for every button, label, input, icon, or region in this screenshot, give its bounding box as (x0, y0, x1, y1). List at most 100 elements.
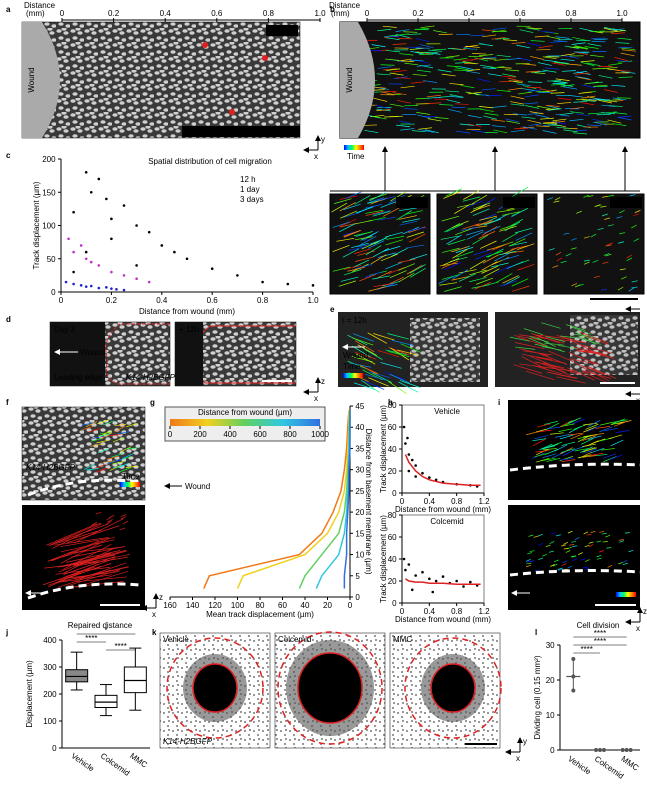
marked-cell (262, 55, 268, 61)
y-tick-label: 150 (42, 188, 56, 197)
track (60, 539, 115, 553)
track (587, 112, 603, 115)
track (370, 254, 387, 265)
track (554, 444, 568, 452)
time-label: t = 12h (342, 316, 367, 325)
track (369, 192, 386, 202)
track (570, 541, 577, 543)
track (548, 371, 578, 379)
outline (277, 631, 383, 745)
track (496, 54, 511, 58)
track (506, 261, 524, 269)
track (389, 103, 404, 107)
track (561, 544, 567, 547)
track (397, 258, 416, 264)
track (446, 234, 462, 245)
track (542, 69, 557, 73)
track (361, 241, 379, 250)
track (555, 78, 570, 81)
track (631, 280, 638, 283)
track (387, 333, 409, 340)
track (535, 335, 565, 344)
track (587, 195, 594, 198)
track (479, 106, 494, 109)
track (608, 62, 623, 66)
x-tick-label: 0.8 (451, 497, 463, 506)
track (508, 238, 526, 247)
track (481, 261, 498, 271)
track (583, 448, 597, 454)
x-tick-label: 140 (186, 601, 200, 610)
y-axis-title: Track displacement (µm) (379, 515, 388, 603)
track (529, 111, 544, 115)
colorbar-tick-label: 200 (193, 430, 207, 439)
track (580, 437, 594, 445)
track (439, 104, 454, 106)
track (91, 435, 104, 440)
y-tick-label: 0 (392, 489, 397, 498)
track (608, 105, 623, 107)
track (582, 447, 596, 453)
track (117, 462, 130, 469)
track (403, 31, 418, 33)
track (106, 516, 112, 521)
track (496, 89, 511, 92)
track (603, 67, 618, 69)
track (434, 117, 449, 119)
track (372, 115, 387, 120)
time-label: + 12h (179, 325, 199, 334)
track (404, 62, 419, 66)
x-tick-label: 0 (348, 601, 353, 610)
track (547, 124, 562, 126)
point (84, 171, 88, 174)
track (74, 562, 127, 581)
chart-title: Vehicle (434, 407, 460, 416)
track (411, 81, 426, 84)
time-label: Time (347, 152, 365, 161)
track (464, 44, 479, 48)
track (593, 38, 608, 41)
point (79, 284, 83, 287)
track (57, 574, 113, 583)
x-tick-label: 120 (208, 601, 222, 610)
track (58, 563, 112, 581)
colorbar-tick-label: 1000 (311, 430, 329, 439)
track (479, 215, 498, 221)
track (502, 275, 519, 284)
track (102, 460, 115, 463)
track (545, 67, 560, 70)
y-tick-label: 400 (43, 636, 57, 645)
track (483, 268, 500, 278)
track (355, 206, 374, 214)
track (63, 557, 116, 578)
track (119, 467, 131, 473)
track (618, 241, 625, 244)
track (583, 422, 598, 426)
track (482, 254, 499, 264)
track (380, 64, 395, 66)
track (355, 352, 377, 360)
leading-edge-label: Leading edge (54, 373, 103, 382)
track (552, 118, 567, 122)
track (441, 73, 456, 77)
y-tick-label: 5 (355, 572, 360, 581)
track (114, 423, 127, 427)
track (476, 220, 495, 227)
track (86, 468, 99, 471)
track (372, 275, 391, 280)
track (375, 270, 392, 280)
track (563, 232, 570, 235)
track (122, 453, 134, 459)
distance-tick-label: 0 (60, 9, 65, 18)
track (479, 197, 496, 208)
track (58, 552, 111, 573)
point (135, 264, 138, 267)
y-tick-label: 20 (546, 676, 555, 685)
panel-label: g (150, 398, 155, 407)
track (353, 231, 372, 237)
track (537, 543, 543, 547)
basement-line (509, 569, 641, 577)
track (552, 563, 558, 567)
track (377, 28, 392, 32)
track (587, 43, 602, 47)
